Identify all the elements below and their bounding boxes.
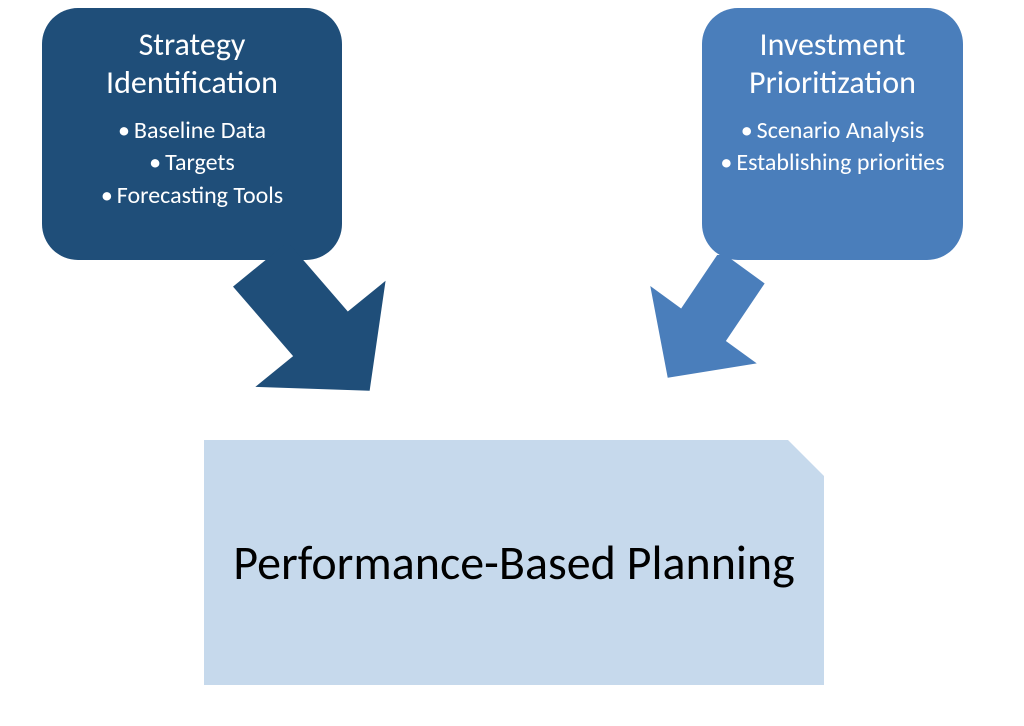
bullet-item: Forecasting Tools bbox=[56, 180, 328, 212]
right-arrow-icon bbox=[640, 255, 770, 390]
investment-prioritization-bullets: Scenario AnalysisEstablishing priorities bbox=[716, 115, 949, 180]
investment-prioritization-title: Investment Prioritization bbox=[716, 26, 949, 103]
left-arrow-icon bbox=[230, 245, 400, 410]
bullet-item: Establishing priorities bbox=[716, 147, 949, 179]
strategy-identification-title: Strategy Identification bbox=[56, 26, 328, 103]
bullet-item: Targets bbox=[56, 147, 328, 179]
performance-based-planning-label: Performance-Based Planning bbox=[233, 534, 794, 592]
box-corner-notch bbox=[788, 440, 824, 476]
bullet-item: Scenario Analysis bbox=[716, 115, 949, 147]
strategy-identification-box: Strategy Identification Baseline DataTar… bbox=[42, 8, 342, 260]
performance-based-planning-box: Performance-Based Planning bbox=[204, 440, 824, 685]
bullet-item: Baseline Data bbox=[56, 115, 328, 147]
investment-prioritization-box: Investment Prioritization Scenario Analy… bbox=[702, 8, 963, 260]
strategy-identification-bullets: Baseline DataTargetsForecasting Tools bbox=[56, 115, 328, 212]
